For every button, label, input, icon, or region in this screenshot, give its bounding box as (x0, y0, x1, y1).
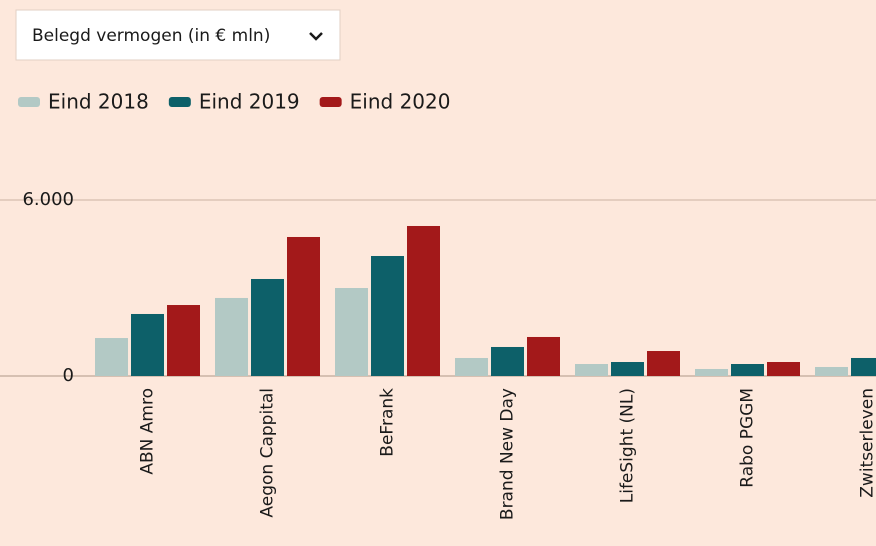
bar (251, 278, 284, 376)
bar (695, 368, 728, 376)
legend-label: Eind 2018 (48, 90, 149, 114)
bar (371, 255, 404, 376)
bar (131, 313, 164, 376)
legend-swatch (18, 97, 40, 107)
y-tick-label: 6.000 (22, 189, 74, 210)
bar (215, 297, 248, 376)
bar (647, 351, 680, 376)
legend-label: Eind 2020 (350, 90, 451, 114)
bar (731, 364, 764, 376)
x-tick-label: Brand New Day (498, 388, 518, 520)
bar (95, 338, 128, 376)
x-tick-label: Rabo PGGM (738, 388, 758, 488)
legend-swatch (168, 97, 191, 107)
bar (815, 366, 848, 376)
bar (527, 336, 560, 376)
legend-label: Eind 2019 (199, 90, 300, 114)
bar (287, 236, 320, 376)
x-tick-label: LifeSight (NL) (618, 388, 638, 503)
bar (767, 362, 800, 376)
dropdown-chevron[interactable] (309, 32, 323, 41)
x-tick-label: ABN Amro (138, 388, 158, 475)
x-tick-label: Zwitserleven (858, 388, 876, 498)
bar (167, 305, 200, 376)
y-tick-label: 0 (63, 365, 74, 386)
bar (335, 288, 368, 376)
bar (491, 346, 524, 376)
legend-swatch (319, 97, 342, 107)
bar (407, 225, 440, 376)
dropdown-label[interactable]: Belegd vermogen (in € mln) (32, 26, 270, 46)
bar (851, 357, 876, 376)
bar (575, 364, 608, 376)
bar (455, 357, 488, 376)
dropdown[interactable] (15, 9, 341, 61)
bar (611, 362, 644, 376)
x-tick-label: BeFrank (378, 388, 398, 457)
x-tick-label: Aegon Cappital (258, 388, 278, 518)
